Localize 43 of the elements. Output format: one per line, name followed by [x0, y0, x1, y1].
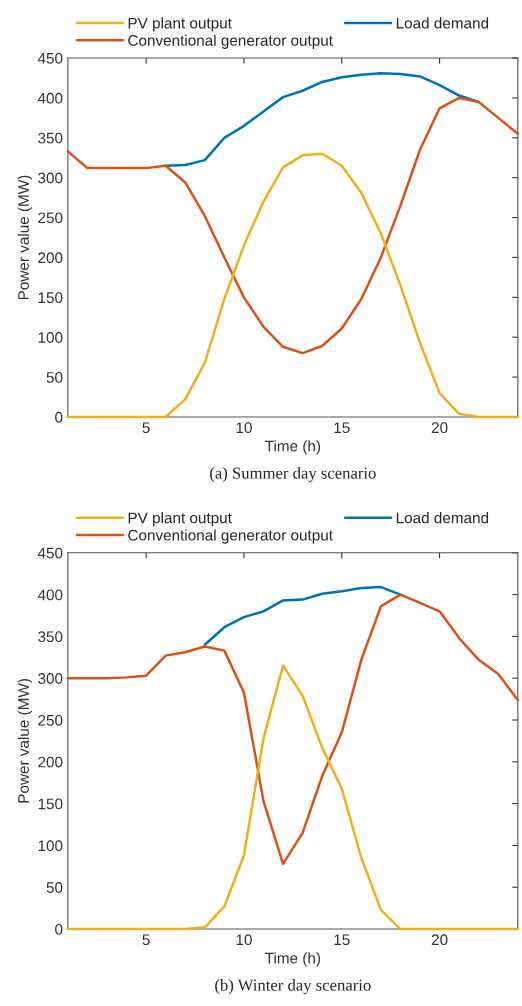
- y-tick-label: 50: [46, 882, 63, 893]
- y-tick-label: 450: [37, 52, 63, 64]
- legend-label: PV plant output: [128, 17, 232, 32]
- x-tick-label: 15: [334, 422, 350, 434]
- legend-label: PV plant output: [128, 512, 232, 527]
- x-tick-label: 20: [431, 934, 448, 946]
- line-series: [66, 96, 520, 355]
- y-tick-label: 100: [38, 840, 63, 852]
- y-tick-label: 200: [38, 756, 63, 768]
- y-tick-label: 150: [38, 292, 63, 304]
- text: (b) Winter day scenario: [215, 979, 371, 995]
- y-tick-label: 0: [55, 923, 63, 935]
- x-tick-label: 5: [142, 422, 150, 434]
- y-tick-label: 350: [38, 631, 63, 643]
- x-axis-title: Time (h): [265, 440, 321, 455]
- y-tick-label: 400: [37, 589, 63, 601]
- y-tick-label: 300: [38, 673, 63, 684]
- y-tick-label: 300: [38, 172, 63, 184]
- legend-label: Conventional generator output: [128, 529, 333, 544]
- x-axis-title: Time (h): [265, 952, 321, 967]
- legend-label: Conventional generator output: [128, 34, 333, 49]
- x-tick-label: 10: [236, 422, 252, 434]
- y-tick-label: 400: [37, 92, 63, 104]
- y-tick-label: 100: [38, 332, 63, 343]
- y-tick-label: 450: [37, 547, 63, 559]
- line-series: [203, 585, 402, 647]
- y-tick-label: 250: [38, 714, 63, 726]
- line-series: [66, 593, 520, 866]
- legend-label: Load demand: [396, 17, 489, 29]
- y-tick-label: 50: [46, 371, 63, 383]
- y-tick-label: 250: [38, 212, 63, 224]
- y-axis-title: Power value (MW): [17, 175, 32, 300]
- x-tick-label: 5: [142, 934, 150, 946]
- y-tick-label: 0: [55, 411, 63, 423]
- x-tick-label: 10: [236, 934, 252, 946]
- y-axis-title: Power value (MW): [17, 679, 32, 803]
- x-tick-label: 15: [334, 934, 350, 946]
- text: (a) Summer day scenario: [210, 466, 376, 483]
- y-tick-label: 150: [38, 798, 63, 810]
- y-tick-label: 350: [38, 132, 63, 144]
- x-tick-label: 20: [431, 422, 448, 434]
- legend-label: Load demand: [396, 512, 489, 524]
- y-tick-label: 200: [38, 252, 63, 264]
